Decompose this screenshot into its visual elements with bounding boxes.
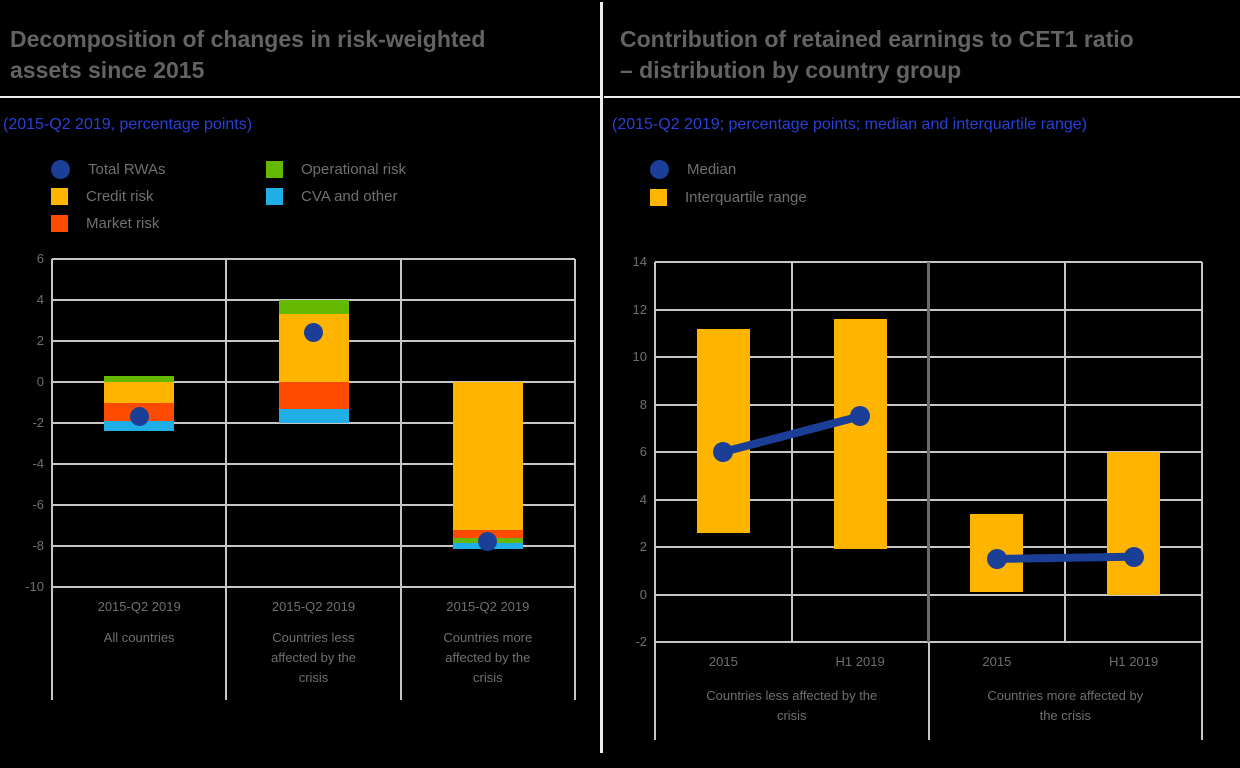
y-tick-label: 2: [639, 539, 647, 554]
plot-edge: [1201, 262, 1203, 740]
interquartile-range-square-marker-icon: [650, 188, 667, 206]
y-tick-label: 2: [36, 333, 44, 348]
y-tick-label: -6: [32, 497, 44, 512]
right-chart-subtitle: (2015-Q2 2019; percentage points; median…: [612, 116, 1087, 133]
gridline: [52, 586, 575, 588]
legend-item-cva-and-other: CVA and other: [266, 186, 397, 206]
y-tick-label: -2: [635, 634, 647, 649]
y-tick-label: 4: [639, 491, 647, 507]
median-circle-marker-icon: [650, 159, 669, 179]
y-tick-label: 4: [36, 292, 44, 307]
left-chart-title: Decomposition of changes in risk-weighte…: [10, 26, 486, 83]
legend-item-credit-risk: Credit risk: [51, 186, 154, 206]
bar-segment-credit-risk: [104, 382, 175, 403]
median-dot: [1123, 546, 1144, 567]
bar-segment-operational-risk: [104, 375, 175, 382]
bar-segment-operational-risk: [278, 300, 349, 315]
y-tick-label: 14: [632, 254, 647, 269]
left-chart-subtitle: (2015-Q2 2019, percentage points): [3, 116, 253, 133]
legend-label: Total RWAs: [88, 160, 166, 178]
gridline: [52, 504, 575, 506]
x-group-label: Countries less affected by the crisis: [706, 688, 878, 723]
x-tick-period-label: 2015-Q2 2019: [97, 599, 181, 614]
x-tick-label: 2015: [982, 654, 1012, 669]
x-tick-label: H1 2019: [835, 654, 885, 669]
gridline: [52, 545, 575, 547]
bar-segment-credit-risk: [452, 382, 523, 530]
y-tick-label: 12: [632, 301, 647, 317]
group-divider-dark: [927, 262, 930, 642]
gridline: [52, 463, 575, 465]
x-category-label: Countries less affected by the crisis: [270, 630, 357, 685]
gridline: [52, 422, 575, 424]
plot-edge: [654, 262, 656, 740]
median-dot: [986, 548, 1007, 569]
total-rwas-dot: [129, 407, 149, 427]
x-group-label: Countries more affected by the crisis: [987, 688, 1144, 723]
median-dot: [713, 442, 734, 462]
legend-label: CVA and other: [301, 187, 398, 205]
y-tick-label: -2: [32, 415, 44, 430]
y-tick-label: -4: [32, 456, 44, 471]
bar-segment-cva-and-other: [278, 408, 349, 423]
y-tick-label: 8: [639, 396, 647, 412]
y-tick-label: 0: [639, 586, 647, 602]
legend-label: Credit risk: [86, 187, 154, 205]
bar-segment-cva-and-other: [104, 420, 175, 432]
column-divider: [1064, 262, 1067, 642]
column-divider: [574, 259, 576, 700]
operational-risk-square-marker-icon: [266, 160, 283, 178]
market-risk-square-marker-icon: [51, 214, 68, 232]
x-category-label: All countries: [103, 630, 175, 645]
legend-item-market-risk: Market risk: [51, 213, 159, 233]
legend-item-median: Median: [650, 159, 736, 179]
iqr-bar: [1107, 452, 1161, 595]
column-divider: [790, 262, 793, 642]
column-divider: [225, 259, 228, 700]
y-tick-label: -8: [32, 538, 44, 553]
y-tick-label: -10: [25, 579, 44, 594]
right-title-separator: [604, 96, 1240, 98]
gridline: [52, 258, 575, 260]
left-title-separator: [0, 96, 600, 98]
legend-item-operational-risk: Operational risk: [266, 159, 406, 179]
panel-divider: [600, 2, 603, 753]
column-divider: [51, 259, 53, 700]
legend-item-total-rwas: Total RWAs: [51, 159, 166, 179]
x-tick-period-label: 2015-Q2 2019: [271, 599, 356, 614]
x-tick-label: 2015: [708, 654, 738, 669]
iqr-bar: [696, 328, 750, 533]
credit-risk-square-marker-icon: [51, 187, 68, 205]
bar-segment-market-risk: [278, 382, 349, 409]
y-tick-label: 0: [36, 374, 44, 389]
column-divider: [399, 259, 402, 700]
x-tick-label: H1 2019: [1109, 654, 1159, 669]
cva-and-other-square-marker-icon: [266, 187, 283, 205]
y-tick-label: 6: [639, 444, 647, 459]
x-tick-period-label: 2015-Q2 2019: [446, 599, 530, 614]
legend-label: Operational risk: [301, 160, 407, 178]
y-tick-label: 10: [632, 349, 647, 364]
legend-label: Median: [687, 160, 737, 178]
legend-label: Interquartile range: [685, 188, 807, 206]
legend-label: Market risk: [86, 214, 160, 232]
total-rwas-dot: [304, 323, 323, 343]
total-rwas-circle-marker-icon: [51, 159, 70, 179]
median-dot: [850, 406, 871, 427]
group-divider-below: [927, 642, 930, 740]
total-rwas-dot: [478, 532, 498, 552]
x-category-label: Countries more affected by the crisis: [443, 630, 533, 685]
right-chart-title: Contribution of retained earnings to CET…: [620, 26, 1134, 83]
legend-item-interquartile-range: Interquartile range: [650, 187, 807, 207]
y-tick-label: 6: [36, 251, 44, 266]
iqr-bar: [833, 319, 887, 550]
